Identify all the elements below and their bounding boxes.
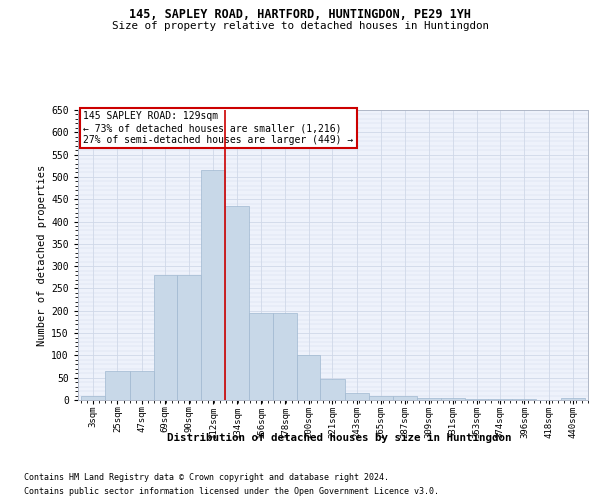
- Bar: [441, 398, 465, 400]
- Text: Size of property relative to detached houses in Huntingdon: Size of property relative to detached ho…: [112, 21, 488, 31]
- Bar: [320, 379, 344, 400]
- Bar: [393, 396, 417, 400]
- Bar: [417, 398, 441, 400]
- Bar: [465, 398, 488, 400]
- Bar: [154, 275, 177, 400]
- Text: Contains HM Land Registry data © Crown copyright and database right 2024.: Contains HM Land Registry data © Crown c…: [24, 472, 389, 482]
- Bar: [488, 398, 512, 400]
- Bar: [298, 356, 320, 400]
- Bar: [560, 398, 585, 400]
- Bar: [130, 371, 154, 400]
- Text: Distribution of detached houses by size in Huntingdon: Distribution of detached houses by size …: [167, 432, 511, 442]
- Bar: [225, 206, 249, 400]
- Bar: [177, 275, 201, 400]
- Text: 145 SAPLEY ROAD: 129sqm
← 73% of detached houses are smaller (1,216)
27% of semi: 145 SAPLEY ROAD: 129sqm ← 73% of detache…: [83, 112, 353, 144]
- Bar: [81, 396, 106, 400]
- Bar: [201, 170, 225, 400]
- Bar: [106, 371, 130, 400]
- Text: 145, SAPLEY ROAD, HARTFORD, HUNTINGDON, PE29 1YH: 145, SAPLEY ROAD, HARTFORD, HUNTINGDON, …: [129, 8, 471, 20]
- Bar: [512, 399, 536, 400]
- Text: Contains public sector information licensed under the Open Government Licence v3: Contains public sector information licen…: [24, 488, 439, 496]
- Bar: [273, 313, 298, 400]
- Bar: [249, 313, 273, 400]
- Bar: [344, 394, 368, 400]
- Y-axis label: Number of detached properties: Number of detached properties: [37, 164, 47, 346]
- Bar: [368, 396, 393, 400]
